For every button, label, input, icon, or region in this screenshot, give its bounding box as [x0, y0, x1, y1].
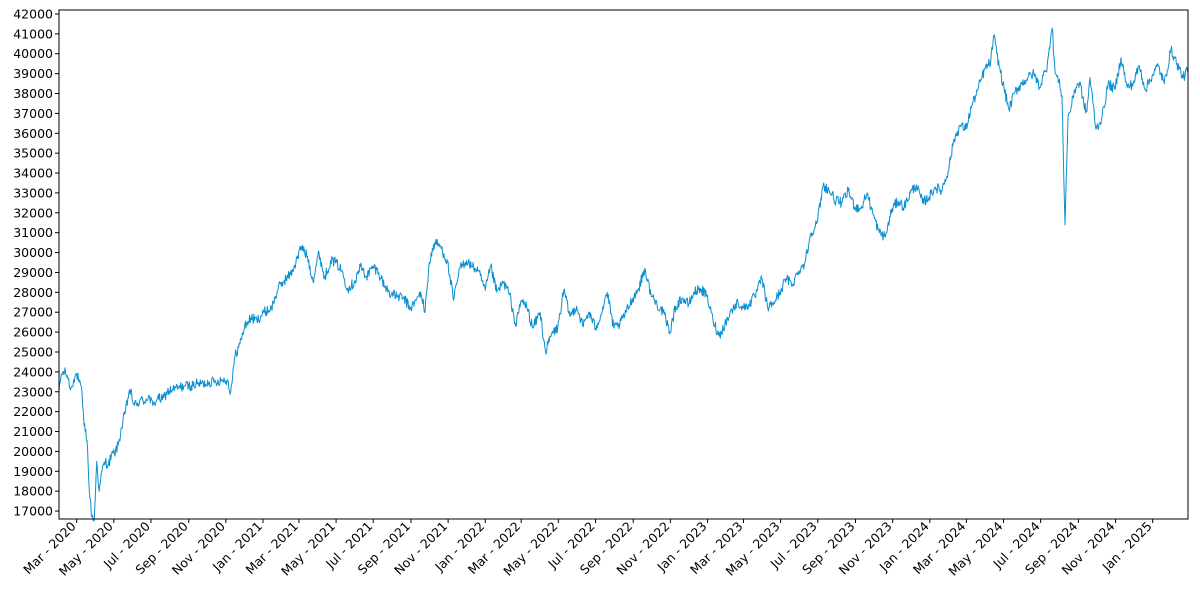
y-tick-label: 18000: [13, 484, 53, 499]
y-tick-label: 24000: [13, 364, 53, 379]
y-tick-label: 23000: [13, 384, 53, 399]
y-tick-label: 36000: [13, 126, 53, 141]
y-tick-label: 40000: [13, 46, 53, 61]
y-tick-label: 33000: [13, 185, 53, 200]
y-tick-label: 20000: [13, 444, 53, 459]
y-tick-label: 25000: [13, 344, 53, 359]
y-tick-label: 31000: [13, 225, 53, 240]
y-tick-label: 35000: [13, 146, 53, 161]
y-tick-label: 37000: [13, 106, 53, 121]
plot-frame: [58, 9, 1189, 520]
y-tick-label: 34000: [13, 166, 53, 181]
y-tick-label: 32000: [13, 205, 53, 220]
y-tick-label: 38000: [13, 86, 53, 101]
y-tick-label: 28000: [13, 285, 53, 300]
y-tick-label: 42000: [13, 6, 53, 21]
y-tick-label: 17000: [13, 504, 53, 519]
series-line: [58, 27, 1189, 522]
y-tick-label: 30000: [13, 245, 53, 260]
y-tick-label: 22000: [13, 404, 53, 419]
y-tick-label: 19000: [13, 464, 53, 479]
y-tick-label: 39000: [13, 66, 53, 81]
y-tick-label: 41000: [13, 26, 53, 41]
y-tick-label: 26000: [13, 325, 53, 340]
y-tick-label: 21000: [13, 424, 53, 439]
y-tick-label: 29000: [13, 265, 53, 280]
series-layer: [58, 27, 1189, 522]
y-tick-label: 27000: [13, 305, 53, 320]
y-axis: 17000 18000 19000 20000 21000 22000 23000 24000…: [13, 6, 59, 519]
